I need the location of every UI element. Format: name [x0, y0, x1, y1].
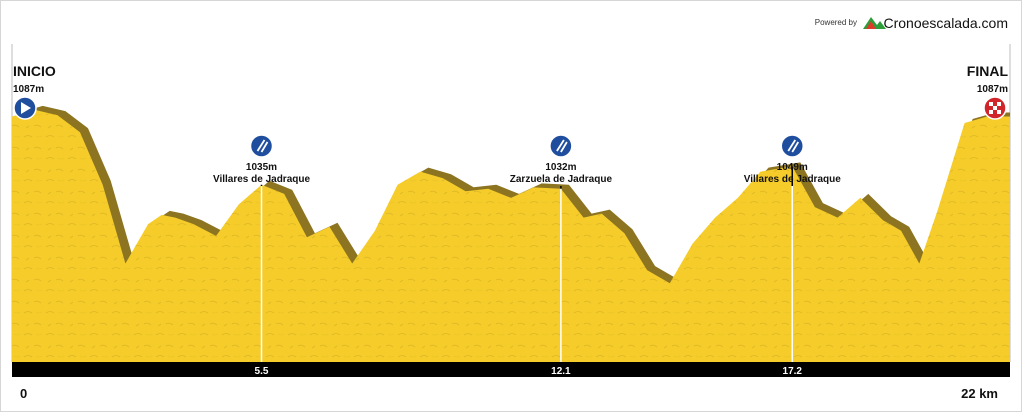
end-markers: INICIO 1087m FINAL 1087m [13, 63, 1009, 120]
start-label: INICIO [13, 63, 56, 79]
flag-square [997, 110, 1001, 114]
waypoint-name: Zarzuela de Jadraque [510, 174, 613, 185]
powered-by-text: Powered by [815, 18, 857, 27]
finish-altitude: 1087m [977, 84, 1008, 95]
flag-square [989, 110, 993, 114]
waypoint-altitude: 1035m [246, 162, 277, 173]
start-altitude: 1087m [13, 84, 44, 95]
flag-square [993, 106, 997, 110]
tick-label: 5.5 [255, 366, 269, 377]
checkered-flag-icon [989, 102, 1001, 114]
waypoint-name: Villares de Jadraque [213, 174, 311, 185]
road-icon [256, 139, 269, 153]
tick-label: 22 km [961, 386, 998, 401]
waypoint-altitude: 1032m [545, 162, 576, 173]
tick-label: 12.1 [551, 366, 571, 377]
waypoint-name: Villares de Jadraque [744, 174, 842, 185]
x-axis: 0 5.5 12.1 17.2 22 km [12, 362, 1010, 401]
road-icon [787, 139, 800, 153]
flag-square [993, 110, 997, 114]
brand-name[interactable]: Cronoescalada.com [883, 15, 1008, 31]
brand-logo-peak-icon [866, 21, 876, 29]
waypoint-altitude: 1049m [777, 162, 808, 173]
flag-square [989, 106, 993, 110]
finish-label: FINAL [967, 63, 1009, 79]
flag-square [997, 102, 1001, 106]
flag-square [993, 102, 997, 106]
flag-square [989, 102, 993, 106]
play-icon [21, 102, 31, 114]
axis-bar [12, 362, 1010, 377]
tick-label: 0 [20, 386, 27, 401]
tick-label: 17.2 [783, 366, 803, 377]
road-icon [556, 139, 568, 153]
flag-square [997, 106, 1001, 110]
branding: Powered by Cronoescalada.com [815, 15, 1008, 31]
